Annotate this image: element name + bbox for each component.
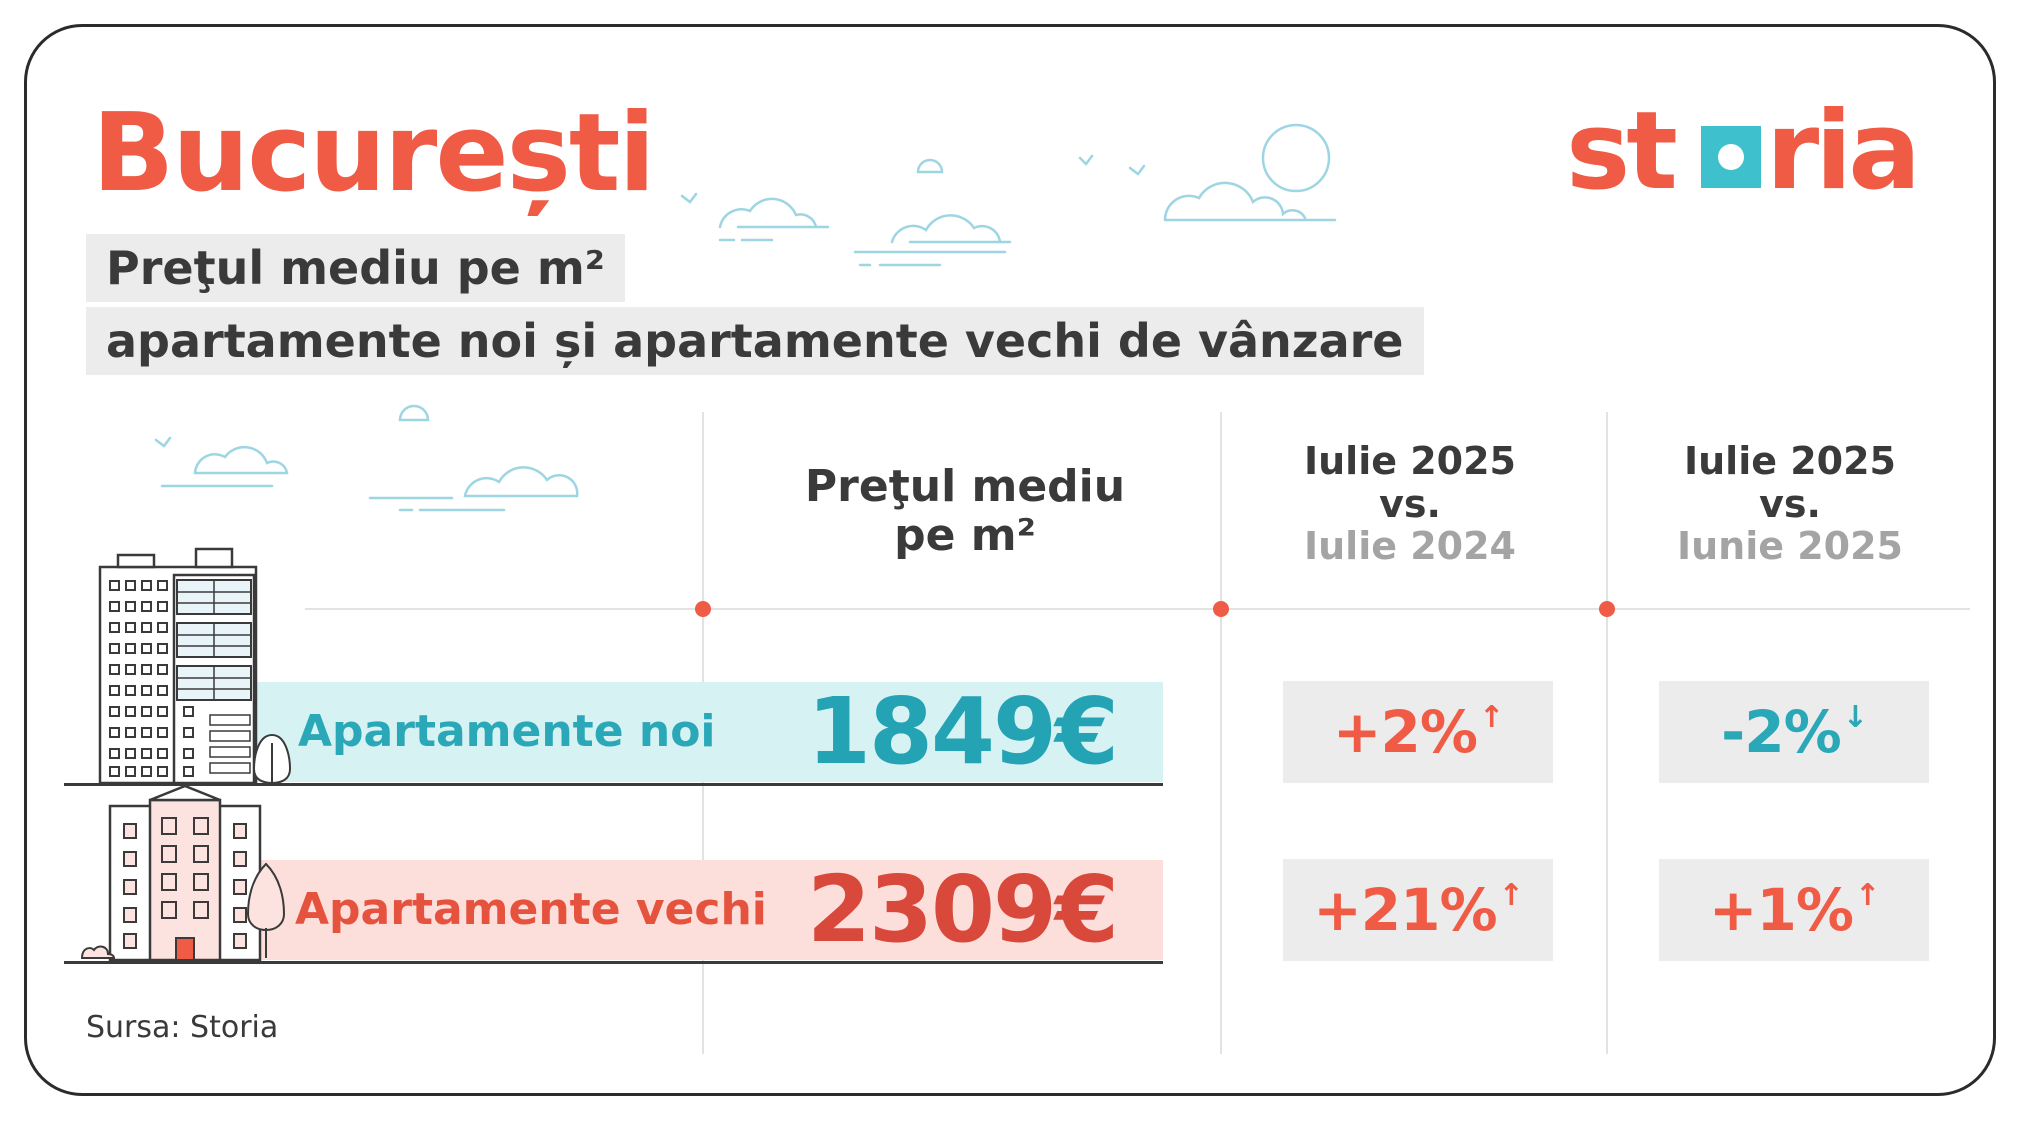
arrow-up-icon: ↑ (1478, 700, 1504, 735)
column-header-mom: Iulie 2025 vs. Iunie 2025 (1620, 440, 1960, 568)
city-title: București (92, 91, 656, 216)
new-building-icon (98, 547, 292, 785)
storia-logo: st ria (1566, 89, 1921, 214)
price-noi: 1849€ (806, 678, 1119, 785)
yoy-line-3: Iulie 2024 (1303, 524, 1516, 569)
svg-text:ria: ria (1766, 89, 1917, 214)
arrow-up-icon: ↑ (1498, 878, 1524, 913)
old-building-icon (80, 784, 286, 962)
change-mom-vechi-value: +1% (1708, 876, 1854, 944)
row-band-vechi (255, 860, 1163, 960)
clouds-left-illustration (154, 404, 579, 512)
column-divider-2 (1220, 412, 1222, 1054)
change-yoy-vechi-value: +21% (1313, 876, 1497, 944)
change-yoy-vechi: +21%↑ (1283, 859, 1553, 961)
change-mom-noi-value: -2% (1721, 698, 1842, 766)
mom-line-2: vs. (1759, 481, 1821, 526)
row-label-noi: Apartamente noi (298, 706, 716, 757)
subtitle-line-2: apartamente noi și apartamente vechi de … (86, 307, 1424, 375)
yoy-line-2: vs. (1379, 481, 1441, 526)
svg-text:st: st (1566, 89, 1676, 214)
mom-line-1: Iulie 2025 (1683, 439, 1896, 483)
source-note: Sursa: Storia (86, 1010, 279, 1045)
subtitle-line-1: Preţul mediu pe m² (86, 234, 625, 302)
ground-line-vechi (64, 961, 1163, 964)
clouds-top-illustration (680, 123, 1337, 267)
row-band-noi (255, 682, 1163, 782)
divider-dot-3 (1599, 601, 1615, 617)
arrow-down-icon: ↓ (1842, 700, 1868, 735)
price-vechi: 2309€ (806, 856, 1119, 963)
column-divider-3 (1606, 412, 1608, 1054)
change-mom-noi: -2%↓ (1659, 681, 1929, 783)
divider-dot-2 (1213, 601, 1229, 617)
arrow-up-icon: ↑ (1854, 878, 1880, 913)
yoy-line-1: Iulie 2025 (1303, 439, 1516, 483)
header-divider (305, 608, 1970, 610)
row-label-vechi: Apartamente vechi (295, 884, 767, 935)
change-yoy-noi: +2%↑ (1283, 681, 1553, 783)
mom-line-3: Iunie 2025 (1676, 524, 1904, 569)
change-mom-vechi: +1%↑ (1659, 859, 1929, 961)
change-yoy-noi-value: +2% (1332, 698, 1478, 766)
column-header-yoy: Iulie 2025 vs. Iulie 2024 (1240, 440, 1580, 568)
divider-dot-1 (695, 601, 711, 617)
ground-line-noi (64, 783, 1163, 786)
column-header-price: Preţul mediu pe m² (804, 461, 1126, 562)
